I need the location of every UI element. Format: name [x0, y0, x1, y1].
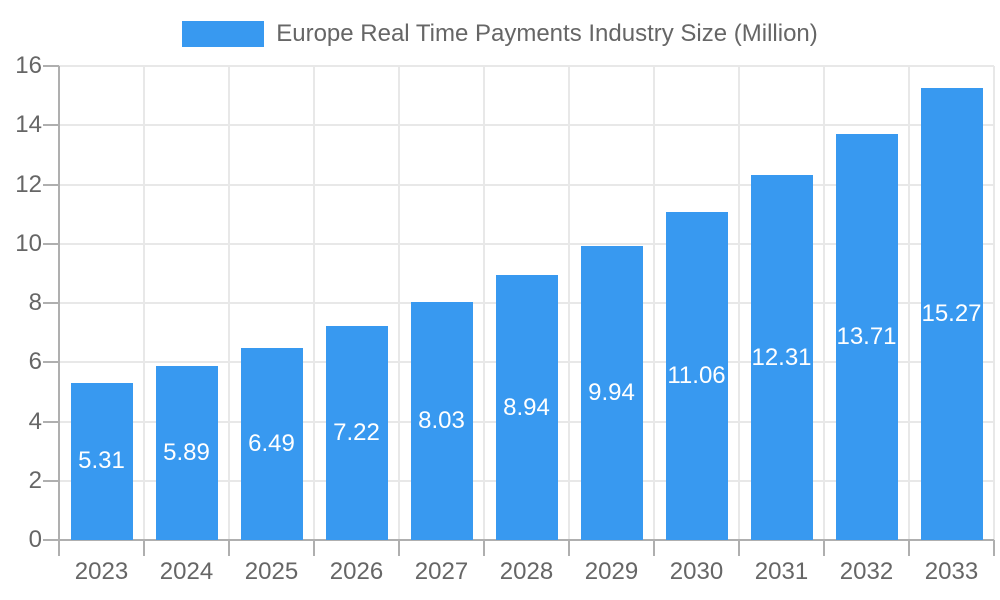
bar-value-label: 8.94	[503, 393, 550, 421]
bar[interactable]	[325, 326, 388, 540]
x-gridline	[993, 66, 995, 540]
bar-value-label: 5.31	[78, 447, 125, 475]
x-tick	[568, 540, 570, 556]
legend-swatch-icon	[182, 21, 265, 47]
x-tick	[823, 540, 825, 556]
bar-value-label: 12.31	[751, 343, 812, 371]
x-gridline	[398, 66, 400, 540]
x-gridline	[568, 66, 570, 540]
x-axis-label: 2023	[74, 558, 129, 585]
y-axis-line	[58, 66, 60, 541]
y-axis-label: 0	[28, 526, 42, 553]
y-tick	[43, 539, 59, 541]
x-tick	[483, 540, 485, 556]
x-tick	[993, 540, 995, 556]
x-gridline	[143, 66, 145, 540]
bar[interactable]	[495, 275, 558, 540]
bar-value-label: 15.27	[921, 299, 982, 327]
y-axis-label: 6	[28, 348, 42, 376]
y-gridline	[59, 124, 994, 127]
y-axis-label: 10	[15, 229, 42, 257]
x-tick	[398, 540, 400, 556]
x-tick	[228, 540, 230, 556]
x-tick	[653, 540, 655, 556]
bar-value-label: 7.22	[333, 419, 380, 447]
bar[interactable]	[410, 302, 473, 540]
x-axis-label: 2027	[414, 558, 469, 585]
y-axis-label: 2	[28, 466, 42, 494]
y-gridline	[59, 183, 994, 186]
y-tick	[43, 124, 59, 127]
y-axis-label: 8	[28, 289, 42, 316]
bar[interactable]	[70, 382, 133, 540]
y-axis-label: 12	[15, 170, 42, 198]
x-gridline	[228, 66, 230, 540]
x-gridline	[908, 66, 910, 540]
bar-value-label: 9.94	[588, 378, 635, 406]
x-axis-line	[59, 539, 994, 541]
bar-value-label: 8.03	[418, 407, 465, 435]
y-tick	[43, 183, 59, 186]
y-axis-label: 16	[15, 52, 42, 79]
x-gridline	[653, 66, 655, 540]
y-tick	[43, 65, 59, 67]
x-axis-label: 2029	[584, 558, 639, 585]
x-tick	[738, 540, 740, 556]
legend-label: Europe Real Time Payments Industry Size …	[276, 20, 818, 47]
y-gridline	[59, 65, 994, 67]
bar-value-label: 13.71	[836, 322, 897, 350]
bar[interactable]	[920, 87, 983, 540]
x-gridline	[823, 66, 825, 540]
x-gridline	[483, 66, 485, 540]
y-tick	[43, 242, 59, 245]
y-axis-label: 14	[15, 111, 42, 139]
x-axis-label: 2033	[924, 558, 979, 585]
bar[interactable]	[155, 365, 218, 540]
x-axis-label: 2024	[159, 558, 214, 585]
x-axis-label: 2025	[244, 558, 299, 585]
x-axis-label: 2026	[329, 558, 384, 585]
bar[interactable]	[835, 133, 898, 540]
bar[interactable]	[750, 175, 813, 540]
bar[interactable]	[665, 212, 728, 540]
y-tick	[43, 302, 59, 304]
bar-value-label: 11.06	[667, 362, 726, 390]
y-tick	[43, 361, 59, 364]
y-gridline	[59, 242, 994, 245]
x-tick	[908, 540, 910, 556]
y-tick	[43, 479, 59, 482]
x-tick	[313, 540, 315, 556]
x-axis-label: 2031	[754, 558, 809, 585]
bar[interactable]	[240, 347, 303, 540]
y-tick	[43, 420, 59, 423]
x-gridline	[738, 66, 740, 540]
x-gridline	[313, 66, 315, 540]
x-tick	[143, 540, 145, 556]
bar-value-label: 5.89	[163, 438, 210, 466]
x-axis-label: 2028	[499, 558, 554, 585]
bar[interactable]	[580, 245, 643, 540]
bar-value-label: 6.49	[248, 429, 295, 457]
x-axis-label: 2032	[839, 558, 894, 585]
x-axis-label: 2030	[669, 558, 724, 585]
y-axis-label: 4	[28, 407, 42, 435]
x-tick	[58, 540, 60, 556]
legend[interactable]: Europe Real Time Payments Industry Size …	[0, 19, 1000, 49]
